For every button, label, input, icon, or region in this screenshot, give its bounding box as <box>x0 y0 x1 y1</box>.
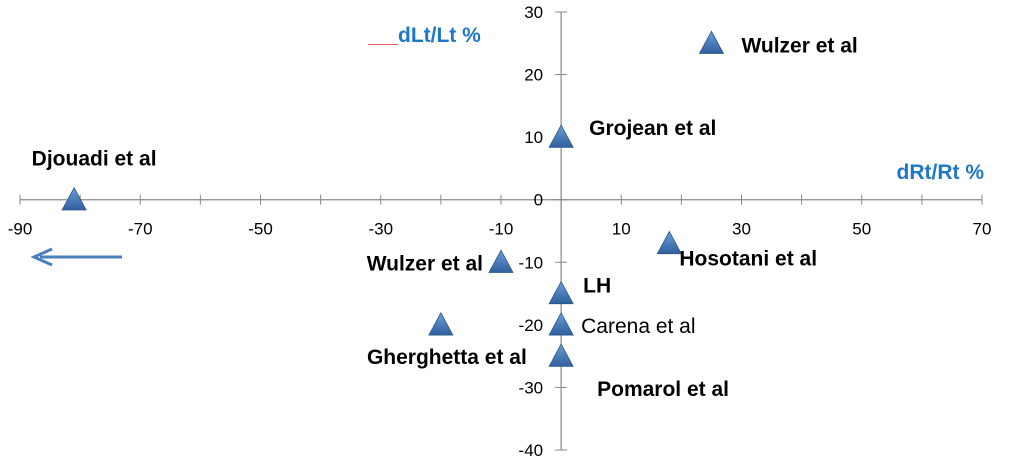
data-point-label: Gherghetta et al <box>367 346 527 369</box>
y-tick-label: 10 <box>524 128 543 147</box>
y-tick-label: -30 <box>519 378 544 397</box>
data-point-label: LH <box>583 275 611 298</box>
data-point-label: Hosotani et al <box>679 248 817 271</box>
y-tick-label: 20 <box>524 66 543 85</box>
data-point-label: Djouadi et al <box>32 148 157 171</box>
data-point-label: Pomarol et al <box>597 378 729 401</box>
x-tick-label: 70 <box>973 220 992 239</box>
data-point-marker <box>548 280 574 305</box>
y-axis-title: dLt/Lt % <box>398 24 481 47</box>
data-point-label: Wulzer et al <box>741 34 857 57</box>
data-point-label: Grojean et al <box>589 117 716 140</box>
x-tick-label: -90 <box>8 220 33 239</box>
data-point-marker <box>698 30 725 54</box>
y-tick-label: -40 <box>519 441 544 460</box>
y-tick-label: -20 <box>519 316 544 335</box>
point-labels: Wulzer et al Grojean et al Djouadi et al Ho… <box>32 34 858 401</box>
data-point-marker <box>656 230 683 255</box>
x-axis-title: dRt/Rt % <box>897 161 985 184</box>
y-tick-label: 0 <box>534 191 543 210</box>
axes <box>19 11 983 451</box>
data-points <box>61 30 725 367</box>
x-tick-label: -70 <box>128 220 153 239</box>
x-tick-label: 10 <box>612 220 631 239</box>
data-point-marker <box>61 186 87 211</box>
x-tick-label: 30 <box>732 220 751 239</box>
data-point-label: Wulzer et al <box>367 252 483 275</box>
data-point-marker <box>548 343 574 367</box>
left-arrow <box>30 247 122 267</box>
x-tick-label: -50 <box>248 220 273 239</box>
data-point-marker <box>548 124 574 148</box>
y-tick-label: -10 <box>519 253 544 272</box>
x-tick-label: 50 <box>852 220 871 239</box>
data-point-marker <box>488 249 514 273</box>
x-tick-label: -30 <box>368 220 393 239</box>
data-point-marker <box>428 312 454 336</box>
x-tick-label: -10 <box>489 220 514 239</box>
tick-labels: -90 -70 -50 -30 -10 10 30 50 70 30 20 10 0 -10 -20 -30 -… <box>8 3 992 460</box>
y-tick-label: 30 <box>524 3 543 22</box>
data-point-label: Carena et al <box>581 315 695 338</box>
data-point-marker <box>548 312 574 336</box>
